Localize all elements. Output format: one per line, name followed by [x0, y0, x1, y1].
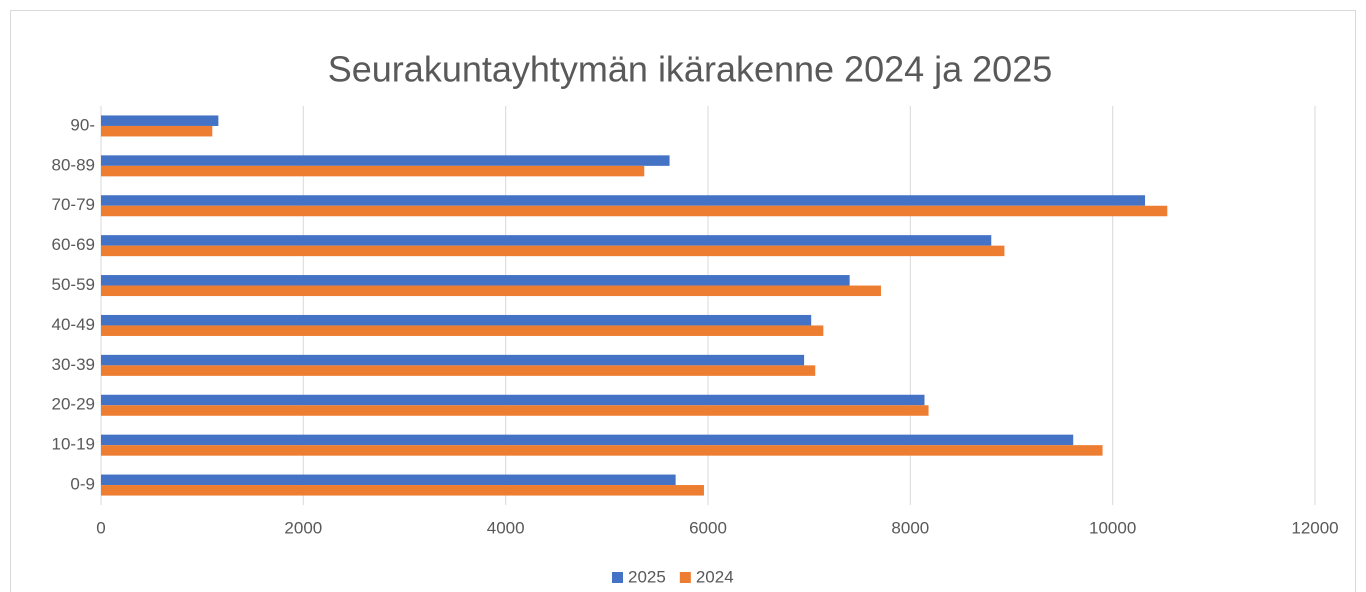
bar	[101, 314, 812, 326]
y-tick-label: 30-39	[52, 355, 95, 374]
legend-swatch	[679, 572, 691, 583]
y-tick-label: 90-	[70, 115, 95, 134]
bar	[101, 354, 805, 366]
legend-swatch	[612, 572, 623, 583]
y-tick-label: 60-69	[52, 235, 95, 254]
bar	[101, 434, 1074, 446]
x-tick-label: 4000	[487, 518, 525, 537]
bar	[101, 325, 824, 336]
y-tick-label: 50-59	[52, 275, 95, 294]
x-tick-label: 2000	[284, 518, 322, 537]
bar	[101, 195, 1146, 206]
bar	[101, 165, 645, 177]
x-tick-label: 12000	[1291, 518, 1338, 537]
bar	[101, 155, 670, 166]
bar	[101, 245, 1005, 257]
bar	[101, 365, 816, 376]
bar	[101, 485, 704, 496]
x-tick-label: 8000	[891, 518, 929, 537]
bar	[101, 394, 925, 406]
y-tick-label: 0-9	[70, 475, 95, 494]
x-tick-label: 6000	[689, 518, 727, 537]
y-tick-label: 20-29	[52, 395, 95, 414]
legend-label: 2024	[696, 567, 734, 586]
bar	[101, 205, 1168, 217]
bar	[101, 115, 219, 126]
bar	[101, 125, 213, 137]
bar	[101, 275, 850, 286]
y-tick-label: 80-89	[52, 155, 95, 174]
y-tick-label: 40-49	[52, 315, 95, 334]
bar	[101, 285, 881, 297]
x-tick-label: 10000	[1089, 518, 1136, 537]
y-tick-label: 70-79	[52, 195, 95, 214]
bar	[101, 445, 1103, 456]
bar	[101, 474, 676, 486]
bar	[101, 235, 992, 246]
bar	[101, 405, 929, 416]
y-tick-label: 10-19	[52, 435, 95, 454]
x-tick-label: 0	[96, 518, 105, 537]
chart-border	[10, 10, 1356, 592]
chart-title: Seurakuntayhtymän ikärakenne 2024 ja 202…	[328, 49, 1053, 90]
legend-label: 2025	[628, 567, 666, 586]
